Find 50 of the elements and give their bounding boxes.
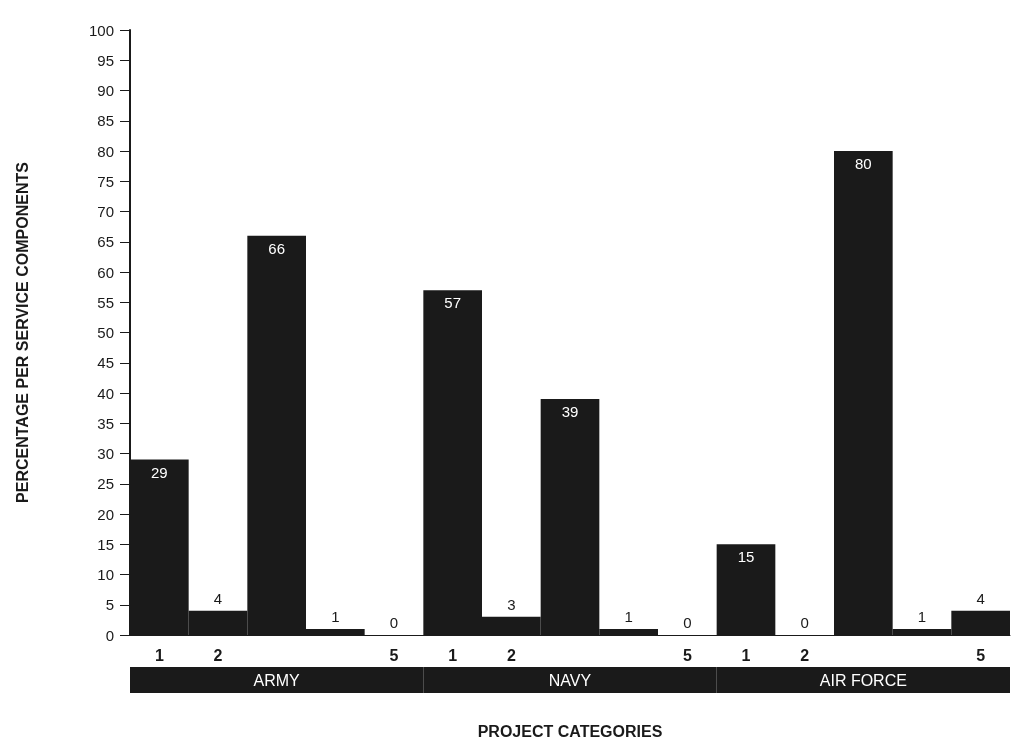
y-tick-label: 50	[97, 324, 114, 341]
data-label: 15	[737, 548, 755, 566]
y-tick-label: 10	[97, 566, 114, 583]
text: ARMY	[253, 671, 301, 689]
y-tick-label: 60	[97, 263, 114, 281]
y-axis-title: PERCENTAGE PER SERVICE COMPONENTS	[13, 161, 31, 503]
y-tick-label: 40	[97, 384, 114, 402]
x-tick-label: 1	[154, 646, 164, 664]
data-label: 66	[268, 239, 286, 257]
x-tick-label: 5	[682, 646, 692, 664]
y-tick-label: 35	[97, 414, 114, 432]
data-label: 4	[976, 589, 985, 607]
x-tick-label: 5	[976, 646, 986, 664]
data-label: 80	[854, 155, 872, 172]
y-tick-label: 15	[97, 535, 114, 553]
x-axis-title: PROJECT CATEGORIES	[477, 722, 663, 740]
x-tick-label: 5	[389, 646, 399, 664]
x-tick-label: 1	[741, 646, 751, 664]
data-label: 1	[331, 607, 340, 625]
y-tick-label: 20	[97, 505, 114, 523]
data-label: 29	[150, 463, 168, 481]
x-tick-label: 2	[800, 646, 810, 664]
x-tick-label: 1	[448, 646, 458, 664]
data-label: 0	[800, 614, 809, 631]
data-label: 57	[444, 294, 462, 312]
data-label: 0	[683, 614, 692, 631]
y-tick-label: 85	[97, 112, 114, 130]
y-tick-label: 55	[97, 293, 114, 311]
y-tick-label: 95	[97, 51, 114, 69]
text: AIR FORCE	[819, 671, 907, 689]
y-tick-label: 100	[88, 21, 114, 39]
data-label: 1	[624, 607, 633, 625]
y-tick-label: 75	[97, 172, 114, 190]
data-label: 1	[917, 607, 927, 625]
text: NAVY	[548, 671, 592, 689]
data-label: 3	[507, 595, 516, 613]
y-tick-label: 5	[105, 596, 114, 614]
x-tick-label: 2	[213, 646, 223, 664]
y-tick-label: 90	[97, 82, 114, 99]
y-tick-label: 70	[97, 203, 114, 220]
y-tick-label: 45	[97, 354, 114, 372]
y-tick-label: 80	[97, 142, 114, 160]
y-tick-label: 30	[97, 445, 114, 462]
x-tick-label: 2	[506, 646, 516, 664]
y-tick-label: 25	[97, 475, 114, 493]
y-tick-label: 65	[97, 233, 114, 251]
data-label: 39	[561, 403, 579, 421]
data-label: 0	[389, 614, 399, 631]
y-tick-label: 0	[105, 626, 114, 644]
data-label: 4	[213, 589, 223, 607]
